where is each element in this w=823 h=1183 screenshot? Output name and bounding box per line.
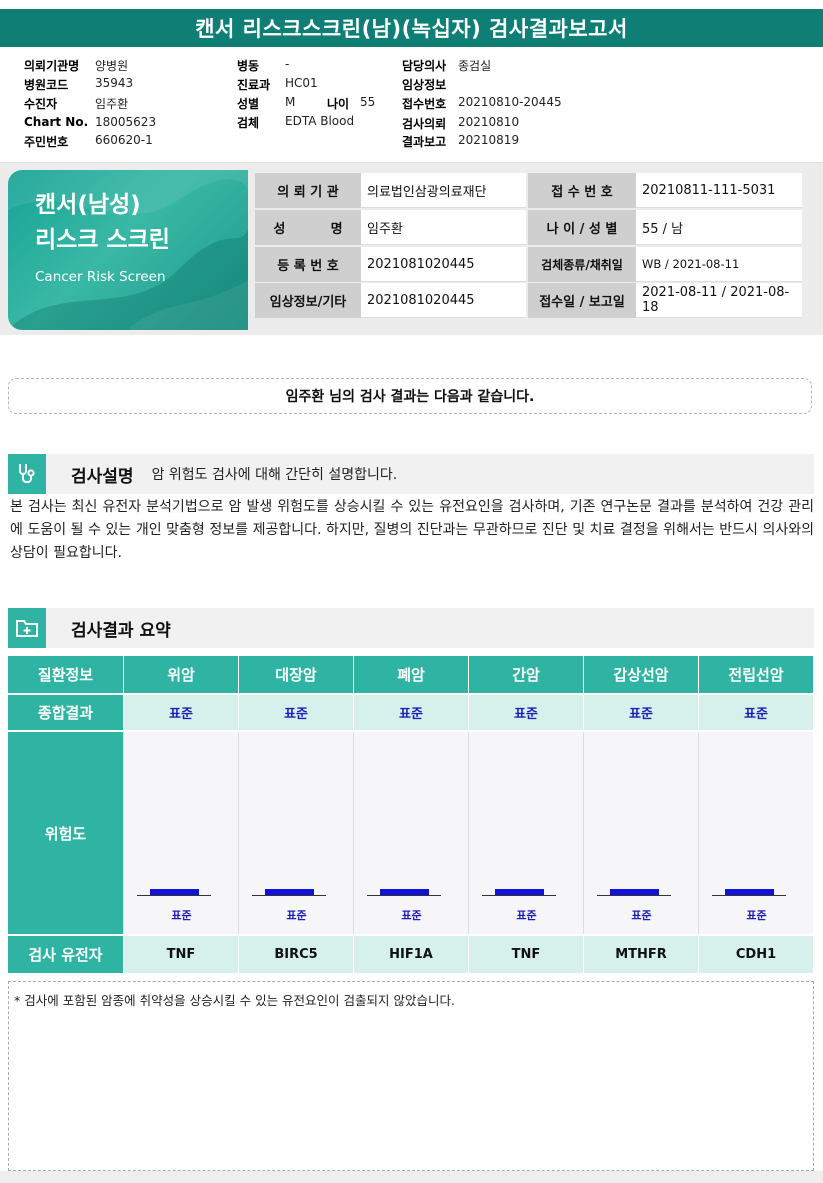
info-chart-no: Chart No. 18005623 <box>24 115 157 129</box>
risk-gauge-label: 표준 <box>746 909 767 922</box>
gene-name: CDH1 <box>698 936 813 973</box>
grid-row: 임상정보/기타 2021081020445 접수일 / 보고일 2021-08-… <box>255 283 802 318</box>
info-age: 나이 55 <box>327 95 376 111</box>
results-summary-row: 종합결과 표준 표준 표준 표준 표준 표준 <box>8 695 814 730</box>
section-subtitle: 암 위험도 검사에 대해 간단히 설명합니다. <box>151 467 398 483</box>
gene-name: TNF <box>123 936 238 973</box>
info-receipt-no: 접수번호 20210810-20445 <box>402 95 562 111</box>
risk-gauge-bar <box>380 889 429 895</box>
grid-row: 의 뢰 기 관 의료법인삼광의료재단 접 수 번 호 20210811-111-… <box>255 173 802 208</box>
hero-title: 캔서(남성) 리스크 스크린 <box>35 192 170 253</box>
section-description-header: 검사설명 암 위험도 검사에 대해 간단히 설명합니다. <box>8 454 814 494</box>
risk-gauge-bar <box>725 889 774 895</box>
risk-gauge-label: 표준 <box>516 909 537 922</box>
stethoscope-icon <box>8 454 46 494</box>
results-risk-row: 위험도 표준 표준 표준 표준 표준 표준 <box>8 732 814 934</box>
grid-row: 성 명 임주환 나 이 / 성 별 55 / 남 <box>255 210 802 245</box>
info-request-date: 검사의뢰 20210810 <box>402 115 520 131</box>
gene-name: BIRC5 <box>238 936 353 973</box>
hero-card: 캔서(남성) 리스크 스크린 Cancer Risk Screen <box>8 170 248 330</box>
info-resident-no: 주민번호 660620-1 <box>24 133 153 149</box>
info-ward: 병동 - <box>237 57 290 73</box>
results-gene-row: 검사 유전자 TNF BIRC5 HIF1A TNF MTHFR CDH1 <box>8 936 814 973</box>
report-title: 캔서 리스크스크린(남)(녹십자) 검사결과보고서 <box>0 9 823 47</box>
risk-gauge-cell: 표준 <box>353 732 468 934</box>
hero-decoration <box>8 170 248 330</box>
risk-gauge-baseline <box>367 895 441 896</box>
risk-gauge-baseline <box>137 895 211 896</box>
cancer-name: 간암 <box>468 656 583 693</box>
risk-gauge-label: 표준 <box>401 909 422 922</box>
info-patient: 수진자 임주환 <box>24 97 129 111</box>
gene-name: HIF1A <box>353 936 468 973</box>
risk-gauge-cell: 표준 <box>123 732 238 934</box>
risk-gauge-baseline <box>597 895 671 896</box>
risk-gauge-bar <box>495 889 544 895</box>
cancer-name: 전립선암 <box>698 656 813 693</box>
risk-gauge-bar <box>610 889 659 895</box>
results-table: 질환정보 위암 대장암 폐암 간암 갑상선암 전립선암 종합결과 표준 표준 표… <box>8 656 814 973</box>
risk-gauge-cell: 표준 <box>583 732 698 934</box>
summary-result: 표준 <box>353 695 468 730</box>
info-specimen: 검체 EDTA Blood <box>237 114 355 130</box>
gene-name: MTHFR <box>583 936 698 973</box>
summary-result: 표준 <box>468 695 583 730</box>
risk-gauge-cell: 표준 <box>238 732 353 934</box>
risk-gauge-baseline <box>482 895 556 896</box>
result-banner: 임주환 님의 검사 결과는 다음과 같습니다. <box>8 378 812 414</box>
section-title: 검사결과 요약 <box>71 620 171 641</box>
risk-gauge-baseline <box>712 895 786 896</box>
summary-result: 표준 <box>123 695 238 730</box>
folder-plus-icon <box>8 608 46 648</box>
risk-gauge-label: 표준 <box>171 909 192 922</box>
section-title: 검사설명 <box>71 466 134 487</box>
info-clinical: 임상정보 <box>402 78 447 92</box>
note-text: * 검사에 포함된 암종에 취약성을 상승시킬 수 있는 유전요인이 검출되지 … <box>14 993 455 1008</box>
risk-gauge-bar <box>265 889 314 895</box>
risk-gauge-label: 표준 <box>286 909 307 922</box>
grid-row: 등 록 번 호 2021081020445 검체종류/채취일 WB / 2021… <box>255 247 802 282</box>
summary-result: 표준 <box>238 695 353 730</box>
risk-gauge-cell: 표준 <box>698 732 813 934</box>
info-report-date: 결과보고 20210819 <box>402 133 520 149</box>
risk-gauge-cell: 표준 <box>468 732 583 934</box>
footer-strip <box>0 1171 823 1183</box>
info-doctor: 담당의사 종검실 <box>402 59 492 73</box>
row-label-gene: 검사 유전자 <box>8 936 123 973</box>
gene-name: TNF <box>468 936 583 973</box>
summary-result: 표준 <box>583 695 698 730</box>
results-header-row: 질환정보 위암 대장암 폐암 간암 갑상선암 전립선암 <box>8 656 814 693</box>
row-label-risk: 위험도 <box>8 732 123 934</box>
note-box: * 검사에 포함된 암종에 취약성을 상승시킬 수 있는 유전요인이 검출되지 … <box>8 981 814 1171</box>
row-label-summary: 종합결과 <box>8 695 123 730</box>
info-department: 진료과 HC01 <box>237 76 318 92</box>
risk-gauge-label: 표준 <box>631 909 652 922</box>
summary-result: 표준 <box>698 695 813 730</box>
section-summary-header: 검사결과 요약 <box>8 608 814 648</box>
hero-subtitle: Cancer Risk Screen <box>35 269 166 285</box>
cancer-name: 폐암 <box>353 656 468 693</box>
cancer-name: 갑상선암 <box>583 656 698 693</box>
risk-gauge-bar <box>150 889 199 895</box>
info-hospital-name: 의뢰기관명 양병원 <box>24 59 129 73</box>
row-label-disease: 질환정보 <box>8 656 123 693</box>
info-hospital-code: 병원코드 35943 <box>24 76 134 92</box>
patient-info-block: 의뢰기관명 양병원 병원코드 35943 수진자 임주환 Chart No. 18005… <box>0 47 823 163</box>
info-sex: 성별 M <box>237 95 296 111</box>
risk-gauge-baseline <box>252 895 326 896</box>
description-text: 본 검사는 최신 유전자 분석기법으로 암 발생 위험도를 상승시킬 수 있는 … <box>10 499 814 561</box>
cancer-name: 위암 <box>123 656 238 693</box>
cancer-name: 대장암 <box>238 656 353 693</box>
